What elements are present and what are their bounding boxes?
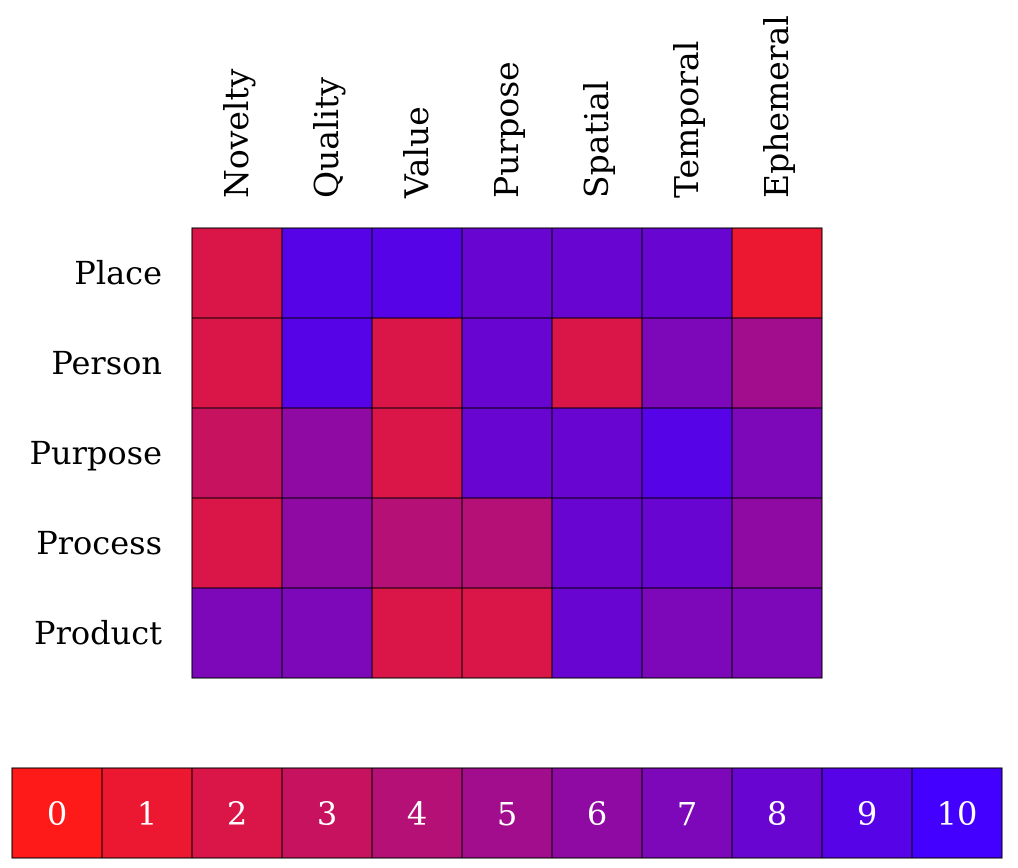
heatmap-cell [191,497,283,589]
heatmap-cell [371,497,463,589]
legend-tick-label: 1 [137,795,157,833]
legend-swatch [641,767,733,859]
column-labels: Novelty Quality Value Purpose Spatial Tempora… [217,15,796,199]
legend-swatch [461,767,553,859]
heatmap-cell [281,227,373,319]
heatmap-cell [551,497,643,589]
legend-swatch [101,767,193,859]
legend-tick-label: 5 [497,795,517,833]
legend-tick-label: 8 [767,795,787,833]
row-label: Product [34,614,162,652]
heatmap-cell [371,407,463,499]
heatmap-cell [551,407,643,499]
heatmap-cell [191,407,283,499]
heatmap-cell [461,407,553,499]
heatmap-cell [371,587,463,679]
heatmap-cell [731,407,823,499]
legend-tick-label: 10 [937,795,978,833]
heatmap-grid [191,227,823,679]
legend-swatch [281,767,373,859]
heatmap-cell [371,317,463,409]
heatmap-cell [551,317,643,409]
heatmap-cell [641,227,733,319]
legend-tick-label: 3 [317,795,337,833]
column-label: Quality [307,77,346,198]
legend-swatch [371,767,463,859]
column-label: Spatial [577,81,616,198]
heatmap-cell [731,317,823,409]
legend-tick-label: 0 [47,795,67,833]
heatmap-cell [281,497,373,589]
row-label: Place [74,254,162,292]
column-label: Purpose [487,61,526,198]
heatmap-cell [461,497,553,589]
heatmap-cell [281,317,373,409]
legend-tick-label: 9 [857,795,877,833]
row-label: Process [36,524,162,562]
heatmap-cell [641,407,733,499]
legend-tick-label: 6 [587,795,607,833]
legend-swatch [11,767,103,859]
heatmap-cell [731,497,823,589]
legend-tick-label: 2 [227,795,247,833]
heatmap-cell [281,407,373,499]
heatmap-cell [641,317,733,409]
heatmap-cell [641,587,733,679]
legend-swatch [821,767,913,859]
legend-swatch [731,767,823,859]
heatmap-cell [461,317,553,409]
column-label: Ephemeral [757,15,796,198]
heatmap-cell [461,587,553,679]
heatmap-cell [551,227,643,319]
heatmap-cell [461,227,553,319]
heatmap-cell [731,587,823,679]
row-label: Purpose [29,434,162,472]
legend-tick-label: 4 [407,795,427,833]
legend-swatch [551,767,643,859]
heatmap-cell [641,497,733,589]
column-label: Novelty [217,68,256,198]
legend-swatch [191,767,283,859]
heatmap-cell [731,227,823,319]
column-label: Temporal [667,41,706,198]
heatmap-cell [281,587,373,679]
heatmap-cell [191,587,283,679]
legend-tick-label: 7 [677,795,697,833]
color-scale-legend: 0 1 2 3 4 5 6 7 8 9 10 [11,767,1003,859]
heatmap-cell [551,587,643,679]
row-labels: Place Person Purpose Process Product [29,254,162,652]
legend-swatch [911,767,1003,859]
row-label: Person [51,344,162,382]
column-label: Value [397,106,436,199]
heatmap-cell [191,317,283,409]
heatmap-cell [371,227,463,319]
heatmap-cell [191,227,283,319]
